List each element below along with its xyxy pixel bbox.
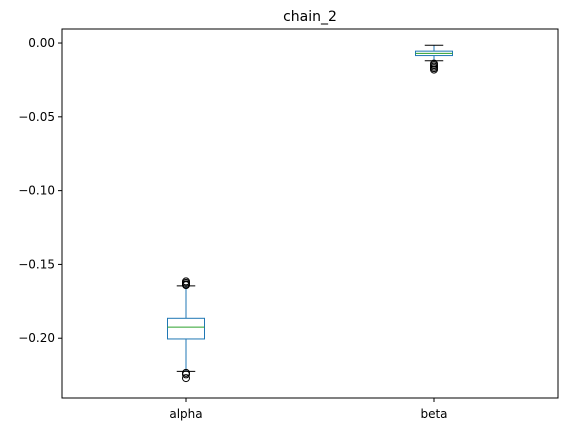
chart-title: chain_2 bbox=[283, 9, 337, 25]
outlier-point bbox=[430, 65, 438, 74]
x-tick-label: alpha bbox=[169, 407, 202, 421]
y-tick-label: −0.10 bbox=[18, 184, 55, 198]
x-tick-label: beta bbox=[420, 407, 447, 421]
y-tick-label: −0.20 bbox=[18, 331, 55, 345]
y-tick-label: −0.15 bbox=[18, 257, 55, 271]
outlier-point bbox=[182, 281, 190, 290]
x-axis: alpha beta bbox=[169, 398, 448, 421]
y-axis: 0.00 −0.05 −0.10 −0.15 −0.20 bbox=[18, 36, 62, 345]
plot-frame bbox=[61, 28, 559, 399]
y-tick-label: −0.05 bbox=[18, 110, 55, 124]
box-series bbox=[167, 44, 453, 383]
outlier-point bbox=[182, 370, 190, 379]
box-alpha bbox=[167, 277, 205, 383]
box-beta bbox=[415, 44, 453, 74]
iqr-box bbox=[167, 317, 205, 340]
outlier-point bbox=[182, 374, 190, 383]
y-tick-label: 0.00 bbox=[28, 36, 55, 50]
